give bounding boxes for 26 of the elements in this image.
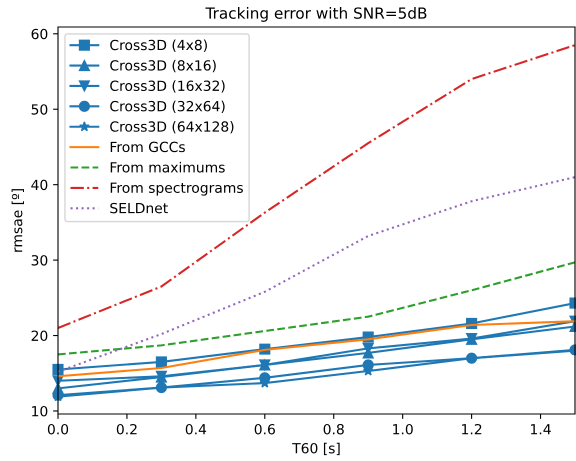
legend-label: SELDnet [110,202,168,214]
chart-title: Tracking error with SNR=5dB [205,7,426,22]
legend-label: Cross3D (16x32) [110,80,225,93]
x-tick-label: 1.2 [462,424,482,434]
x-tick-label: 0.2 [116,424,137,434]
y-tick-label: 50 [32,104,48,115]
legend-label: From spectrograms [110,182,243,196]
y-tick-label: 60 [32,28,48,40]
legend-label: Cross3D (32x64) [110,100,225,114]
legend-label: From maximums [110,162,225,173]
x-axis-title: T60 [s] [292,442,340,456]
y-axis-title: rmsae [º] [12,189,24,252]
legend-label: Cross3D (4x8) [110,40,207,52]
legend-label: Cross3D (64x128) [110,121,234,134]
x-tick-label: 1.4 [531,424,551,434]
y-tick-label: 20 [32,330,48,342]
x-tick-label: 0.0 [48,424,68,434]
y-tick-label: 30 [32,255,48,266]
y-tick-label: 40 [31,180,48,190]
y-tick-label: 10 [32,406,48,416]
legend-label: Cross3D (8x16) [110,60,216,72]
legend-label: From GCCs [110,142,185,152]
x-tick-label: 0.8 [324,424,344,434]
x-tick-label: 0.4 [186,424,206,434]
x-tick-label: 1.0 [393,424,413,434]
x-tick-label: 0.6 [254,424,275,434]
